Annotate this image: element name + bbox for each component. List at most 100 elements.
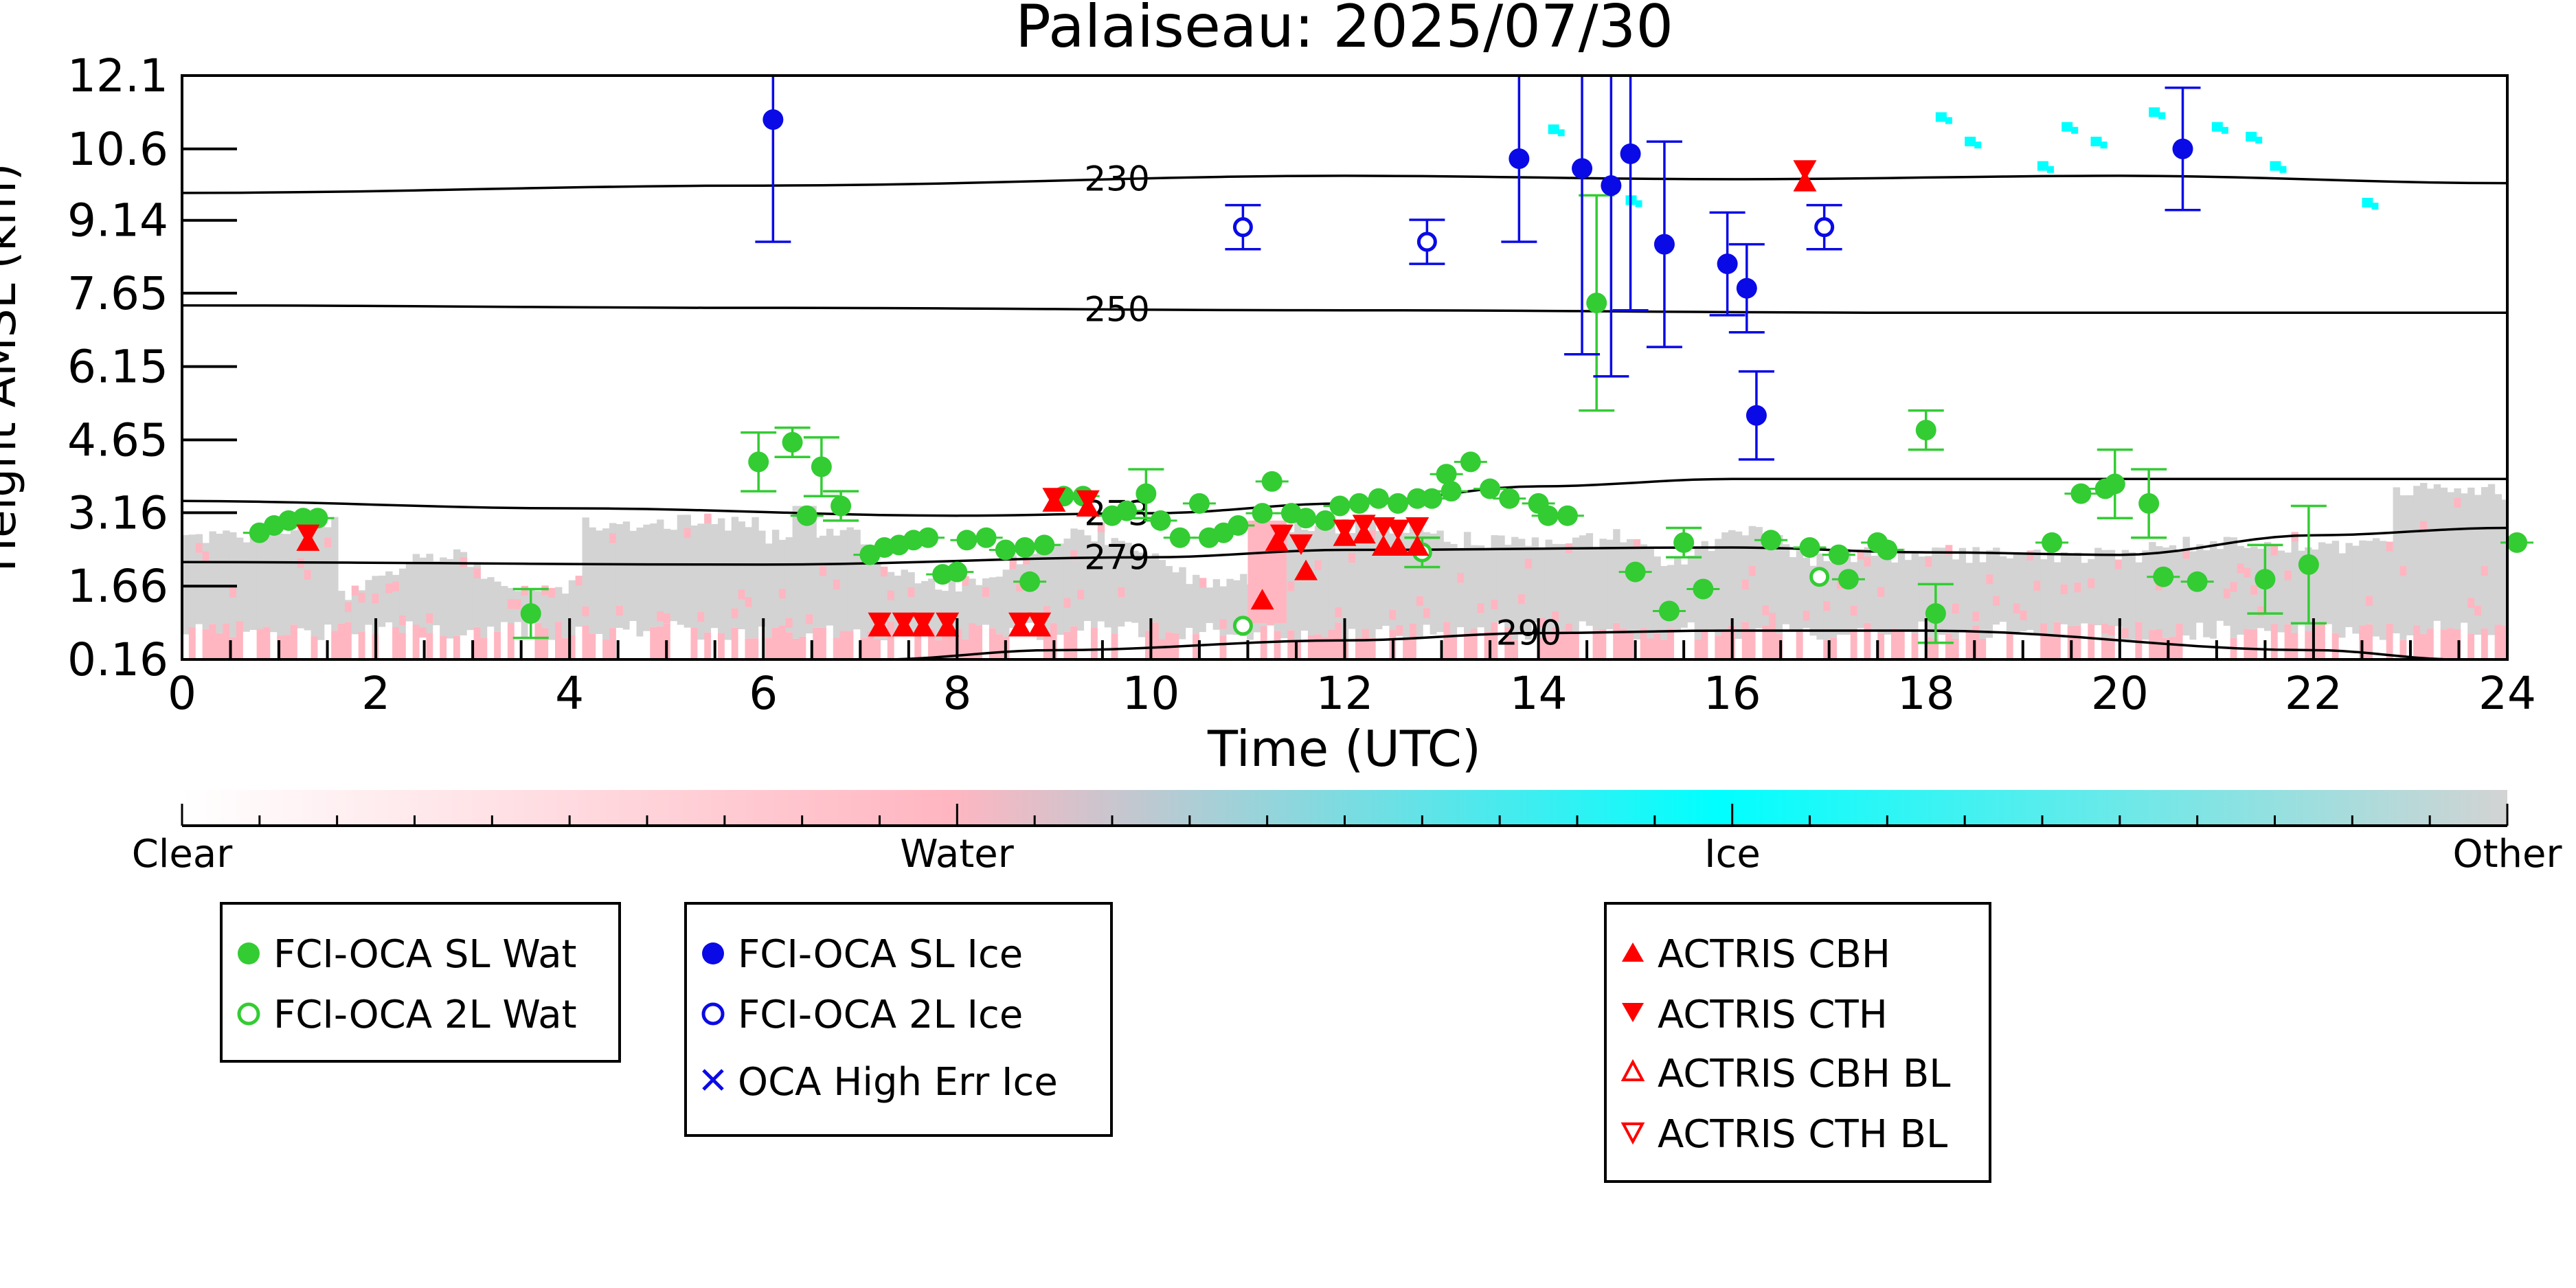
phase-cell-other <box>2325 543 2333 624</box>
phase-cell-other <box>365 580 372 625</box>
phase-cell-other <box>1626 539 1634 633</box>
phase-cell-water <box>202 551 210 562</box>
phase-cell-other <box>1233 580 1241 635</box>
phase-cell-water <box>2230 582 2237 592</box>
phase-cell-other <box>270 527 278 633</box>
phase-cell-water <box>2176 624 2184 659</box>
phase-cell-water <box>677 624 685 659</box>
phase-cell-other <box>778 539 787 626</box>
phase-cell-water <box>1233 635 1241 659</box>
phase-cell-other <box>216 533 223 633</box>
phase-cell-water <box>1504 627 1512 659</box>
phase-cell-water <box>2284 624 2292 659</box>
phase-cell-other <box>1063 539 1071 632</box>
phase-cell-water <box>1524 640 1533 659</box>
phase-cell-water <box>745 597 752 607</box>
phase-cell-water <box>1321 637 1329 659</box>
phase-cell-other <box>1321 519 1329 637</box>
data-point <box>1480 478 1501 499</box>
phase-cell-water <box>907 634 915 659</box>
x-tick-label: 8 <box>942 667 971 720</box>
phase-cell-water <box>1823 640 1831 659</box>
phase-cell-water <box>995 634 1004 659</box>
phase-cell-other <box>1307 531 1315 636</box>
phase-cell-water <box>1823 601 1831 611</box>
phase-cell-other <box>941 591 949 633</box>
phase-cell-water <box>2182 635 2190 659</box>
legend-box <box>1604 902 1991 1183</box>
phase-cell-other <box>555 587 563 622</box>
y-tick-label: 12.1 <box>67 49 168 102</box>
phase-cell-other <box>2149 542 2156 631</box>
phase-cell-water <box>887 621 895 659</box>
phase-cell-ice <box>2362 197 2373 207</box>
phase-cell-other <box>1314 526 1322 635</box>
phase-colorbar: Clear Water Ice Other <box>132 790 2562 877</box>
phase-cell-water <box>643 631 651 659</box>
phase-cell-other <box>1484 547 1491 632</box>
phase-cell-water <box>778 589 787 599</box>
data-point <box>1509 148 1530 170</box>
phase-cell-water <box>1477 627 1485 659</box>
phase-cell-water <box>738 629 745 659</box>
phase-cell-water <box>901 627 908 659</box>
phase-cell-water <box>1118 587 1125 598</box>
phase-cell-water <box>1274 631 1281 659</box>
phase-cell-water <box>514 622 522 659</box>
phase-cell-water <box>1715 635 1722 659</box>
phase-cell-other <box>1816 553 1824 640</box>
x-tick-label: 0 <box>168 667 196 720</box>
phase-cell-water <box>2263 631 2272 659</box>
phase-cell-other <box>1016 564 1024 628</box>
legend-label-cbh-bl: ACTRIS CBH BL <box>1658 1052 1950 1096</box>
phase-cell-water <box>2149 630 2156 659</box>
phase-cell-other <box>1979 562 1987 639</box>
phase-cell-other <box>752 517 759 639</box>
colorbar-label-clear: Clear <box>132 832 233 877</box>
phase-cell-water <box>2474 605 2482 616</box>
phase-cell-water <box>2270 545 2279 556</box>
phase-cell-other <box>1715 539 1722 636</box>
phase-cell-other <box>1986 550 1993 638</box>
phase-cell-other <box>2413 486 2421 626</box>
phase-cell-water <box>1457 627 1465 659</box>
phase-cell-water <box>1179 639 1186 659</box>
phase-cell-other <box>1355 519 1363 639</box>
phase-cell-water <box>1016 627 1024 659</box>
phase-cell-water <box>473 626 481 659</box>
phase-cell-other <box>2067 554 2075 626</box>
phase-cell-water <box>820 566 827 576</box>
phase-cell-other <box>398 568 407 633</box>
phase-cell-water <box>1328 629 1335 659</box>
phase-cell-other <box>975 585 983 626</box>
phase-cell-water <box>2420 521 2428 531</box>
phase-cell-water <box>894 633 902 659</box>
phase-cell-water <box>1566 624 1573 659</box>
phase-cell-water <box>1023 622 1030 659</box>
phase-cell-water <box>412 624 420 659</box>
phase-cell-other <box>324 527 332 625</box>
phase-cell-water <box>2223 625 2231 659</box>
phase-cell-water <box>358 631 366 659</box>
phase-cell-other <box>2494 494 2502 625</box>
data-point <box>2507 532 2528 553</box>
phase-cell-water <box>1335 607 1342 618</box>
phase-cell-other <box>223 530 230 624</box>
phase-cell-other <box>2121 550 2129 640</box>
phase-cell-water <box>1721 630 1729 659</box>
phase-cell-other <box>2108 550 2116 637</box>
phase-cell-other <box>683 515 691 628</box>
phase-cell-other <box>2203 550 2211 637</box>
data-point <box>1388 493 1409 514</box>
phase-cell-water <box>1857 550 1864 560</box>
phase-cell-water <box>704 632 712 659</box>
phase-cell-other <box>1436 530 1444 633</box>
phase-cell-water <box>242 631 251 659</box>
phase-cell-other <box>1463 532 1471 633</box>
phase-cell-water <box>1043 606 1051 616</box>
phase-cell-water <box>914 631 922 659</box>
data-point <box>2042 532 2063 553</box>
legend-marker-cbh-bl <box>1620 1059 1645 1081</box>
phase-cell-water <box>182 634 190 659</box>
